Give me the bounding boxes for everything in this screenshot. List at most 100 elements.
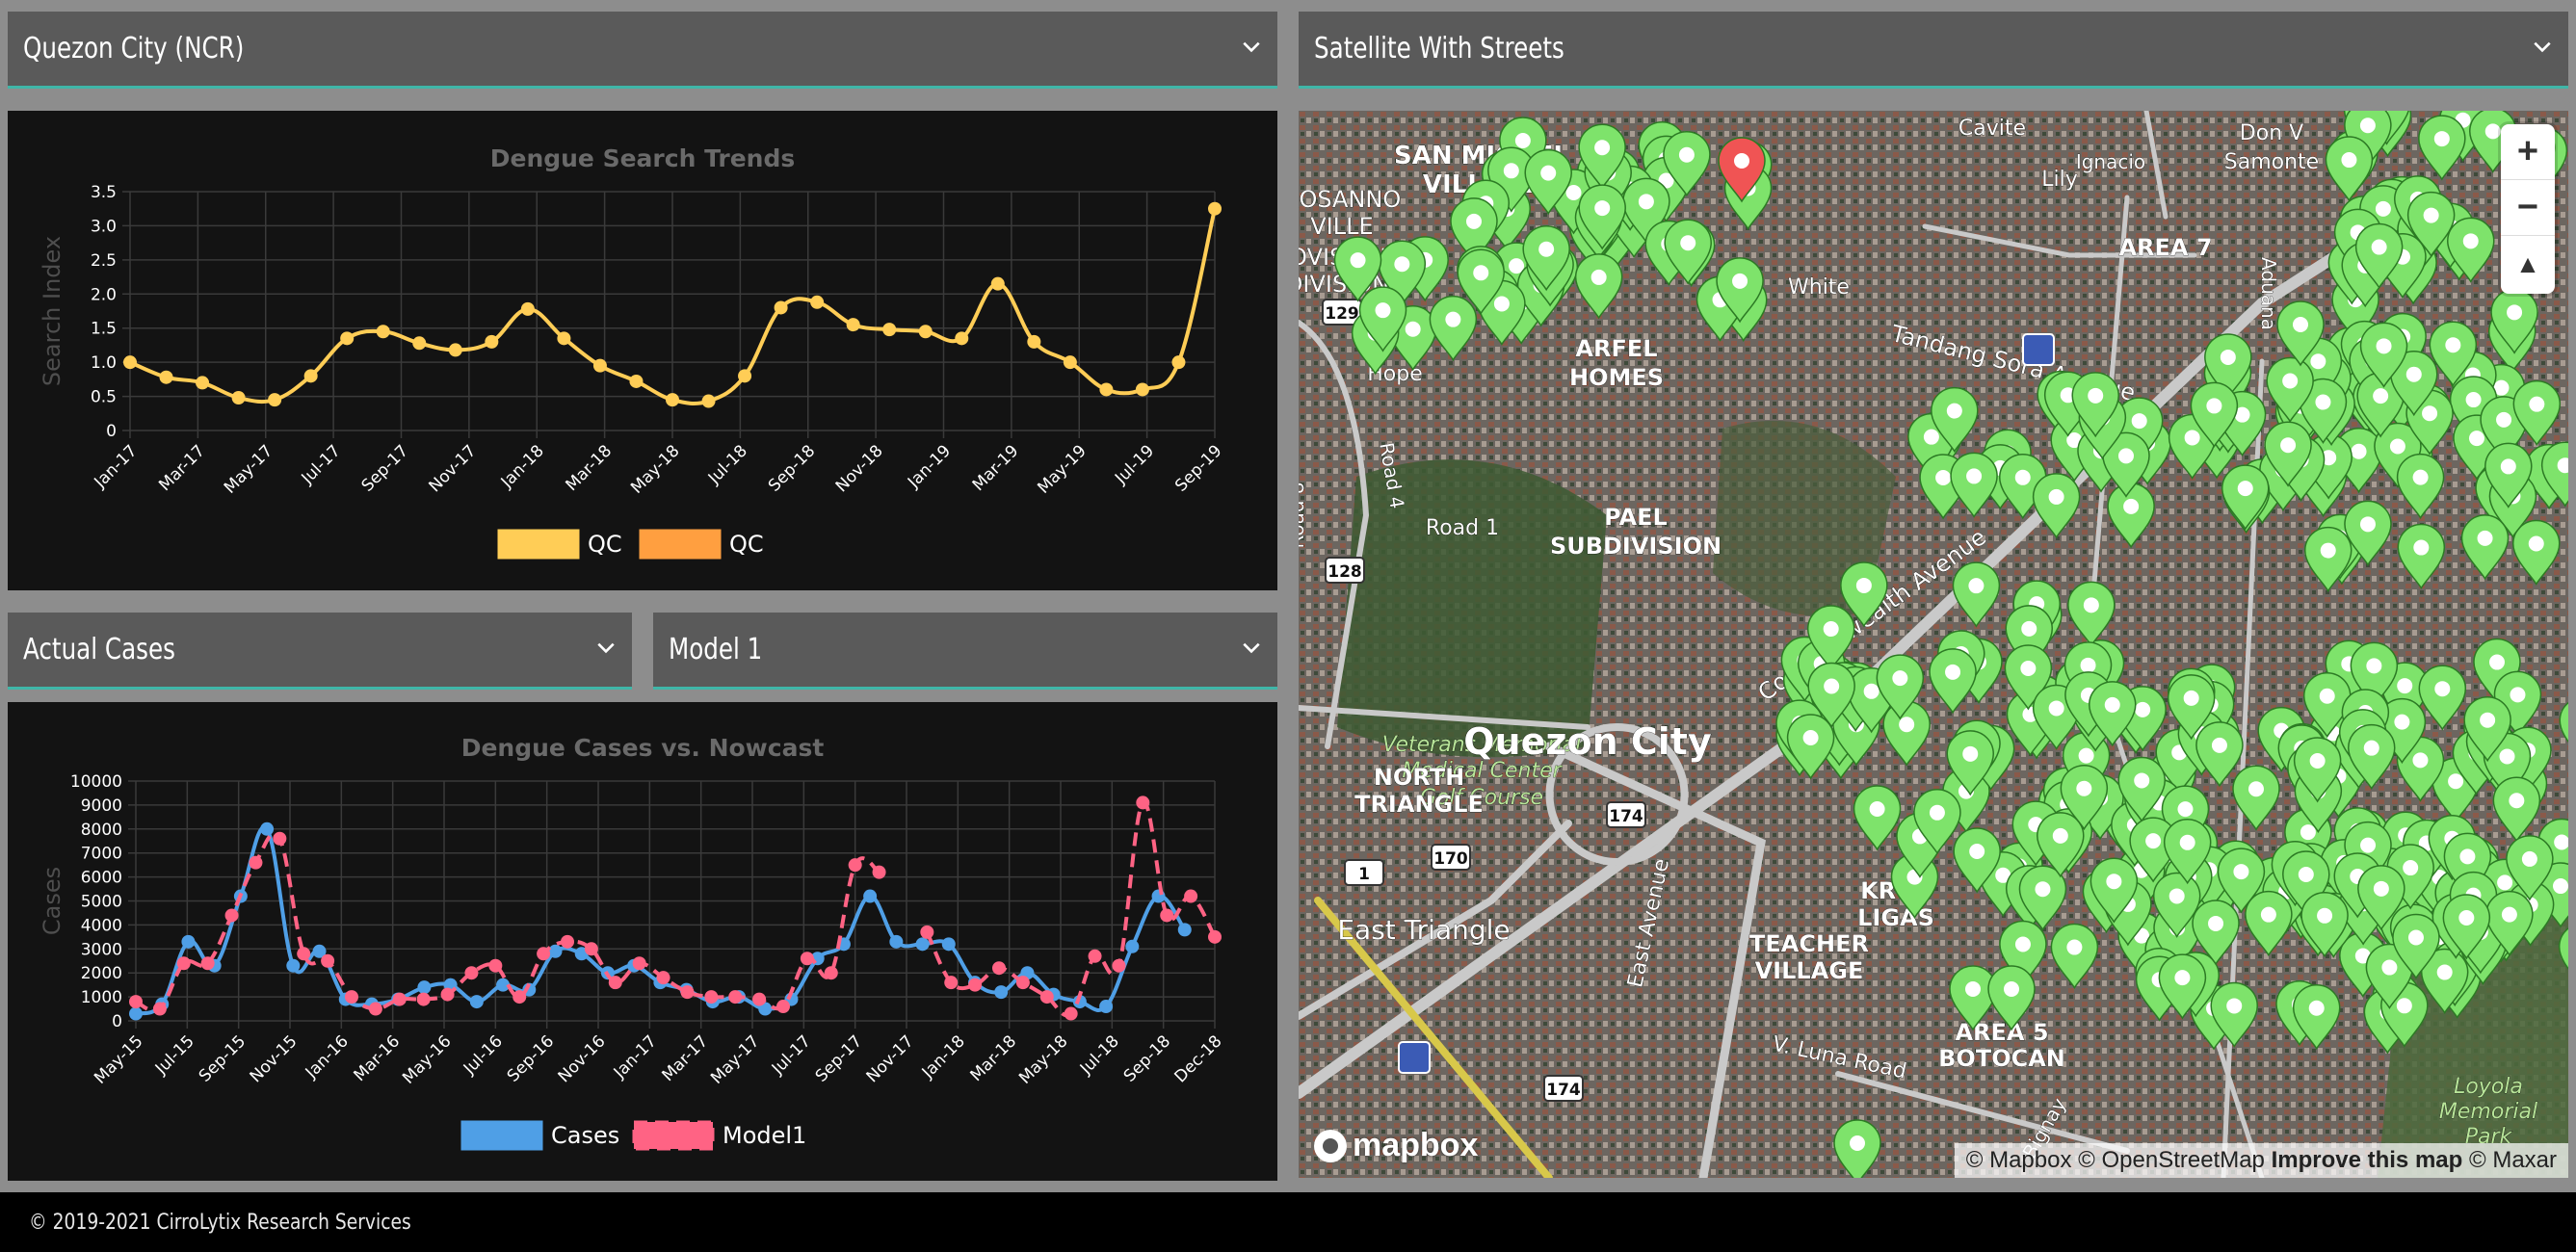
data-point-model1	[608, 976, 622, 990]
marker-dot	[2448, 773, 2464, 790]
mapbox-logo[interactable]: mapbox	[1314, 1127, 1478, 1164]
marker-dot	[2320, 542, 2336, 559]
marker-dot	[2280, 437, 2297, 454]
compass-button[interactable]: ▲	[2515, 248, 2540, 278]
case-marker	[2117, 756, 2166, 822]
marker-pin-icon	[2102, 431, 2150, 498]
case-marker	[2463, 696, 2511, 763]
road-badge	[1606, 801, 1646, 828]
marker-pin-icon	[1429, 296, 1478, 362]
marker-pin-icon	[1953, 827, 2001, 894]
marker-pin-icon	[2195, 721, 2244, 788]
data-point-qc	[1063, 355, 1077, 370]
case-marker	[2088, 681, 2137, 747]
road	[1545, 723, 1689, 866]
map-label: BOTOCAN	[1938, 1045, 2065, 1072]
case-marker	[2359, 322, 2408, 388]
map-label: White	[1788, 275, 1850, 300]
marker-pin-icon	[2299, 378, 2348, 444]
case-marker	[2460, 514, 2510, 581]
marker-dot	[2477, 530, 2493, 546]
marker-pin-icon	[1358, 286, 1407, 352]
data-point-model1	[824, 966, 838, 980]
model-select[interactable]: Model 1	[653, 613, 1277, 690]
marker-dot	[2104, 696, 2120, 713]
y-tick-label: 3.0	[91, 217, 117, 236]
data-point-qc	[268, 393, 282, 407]
marker-dot	[2521, 850, 2537, 867]
map-label: PAEL	[1604, 504, 1668, 531]
case-marker	[1876, 654, 1925, 720]
marker-dot	[2351, 443, 2367, 459]
marker-pin-icon	[2540, 441, 2568, 508]
data-point-model1	[752, 992, 767, 1006]
data-point-qc	[123, 355, 137, 370]
marker-dot	[2131, 413, 2147, 430]
road-badge-label: 174	[1546, 1081, 1581, 1100]
marker-dot	[2135, 701, 2151, 717]
case-marker	[1949, 965, 1997, 1031]
footer: © 2019-2021 CirroLytix Research Services	[0, 1192, 2576, 1252]
marker-pin-icon	[2511, 519, 2561, 586]
case-marker	[2292, 984, 2341, 1051]
marker-dot	[1965, 981, 1981, 997]
attribution-maxar-link[interactable]: © Maxar	[2468, 1147, 2557, 1173]
road-badge-label: 128	[1327, 562, 1362, 582]
marker-pin-icon	[2210, 981, 2258, 1048]
case-marker	[2232, 765, 2280, 831]
data-point-model1	[1039, 990, 1054, 1004]
road-badge-label: 174	[1609, 807, 1643, 826]
cases-select[interactable]: Actual Cases	[8, 613, 632, 690]
marker-pin-icon	[2192, 900, 2240, 966]
data-point-model1	[944, 976, 959, 990]
train-station-icon	[1398, 1041, 1431, 1074]
map-label: Memorial	[2439, 1100, 2537, 1124]
map-canvas[interactable]: SAN MIGUELVILLAGEROSANNOVILLEPROVISIONAL…	[1299, 111, 2568, 1178]
marker-pin-icon	[2204, 333, 2252, 400]
map-label: HOMES	[1569, 364, 1664, 391]
marker-pin-icon	[2485, 890, 2534, 957]
data-point-cases	[181, 934, 196, 949]
attribution-osm-link[interactable]: © OpenStreetMap	[2078, 1147, 2265, 1173]
attribution-mapbox-link[interactable]: © Mapbox	[1965, 1147, 2072, 1173]
marker-pin-icon	[2163, 819, 2212, 885]
marker-dot	[1732, 273, 1748, 289]
map-label: SUBDIVISION	[1550, 533, 1722, 560]
case-marker	[2325, 136, 2374, 202]
x-tick-label: May-19	[1034, 441, 1090, 497]
zoom-in-button[interactable]: +	[2501, 124, 2555, 180]
marker-dot	[2360, 837, 2377, 853]
map-label: Loyola	[2454, 1075, 2523, 1099]
x-tick-label: Sep-17	[358, 441, 412, 495]
case-marker	[2152, 872, 2201, 938]
road	[1314, 897, 1553, 1178]
location-select[interactable]: Quezon City (NCR)	[8, 12, 1277, 89]
case-marker	[1950, 452, 1998, 518]
marker-dot	[1863, 683, 1879, 699]
marker-dot	[2484, 123, 2501, 140]
case-marker	[2210, 981, 2258, 1048]
x-tick-label: Sep-17	[812, 1031, 866, 1085]
zoom-out-button[interactable]: −	[2501, 180, 2555, 236]
case-marker	[2217, 848, 2266, 914]
marker-dot	[2376, 338, 2392, 354]
data-point-cases	[1177, 923, 1192, 937]
map-view[interactable]: SAN MIGUELVILLAGEROSANNOVILLEPROVISIONAL…	[1299, 111, 2568, 1178]
case-marker	[2392, 913, 2440, 979]
marker-dot	[1824, 678, 1840, 694]
marker-pin-icon	[2460, 514, 2510, 581]
case-marker	[1806, 605, 1855, 671]
marker-dot	[2354, 948, 2371, 964]
map-label: VILLE	[1310, 213, 1373, 240]
marker-pin-icon	[2558, 927, 2568, 971]
improve-map-link[interactable]: Improve this map	[2271, 1147, 2463, 1173]
marker-pin-icon	[2463, 696, 2511, 763]
y-tick-label: 6000	[81, 869, 122, 888]
x-tick-label: Jul-15	[151, 1031, 198, 1079]
map-style-select[interactable]: Satellite With Streets	[1299, 12, 2568, 89]
case-marker	[2442, 894, 2491, 960]
marker-dot	[2052, 827, 2068, 844]
data-point-qc	[810, 295, 825, 309]
road-badge	[1344, 859, 1384, 886]
map-style-select-value: Satellite With Streets	[1314, 32, 1564, 65]
